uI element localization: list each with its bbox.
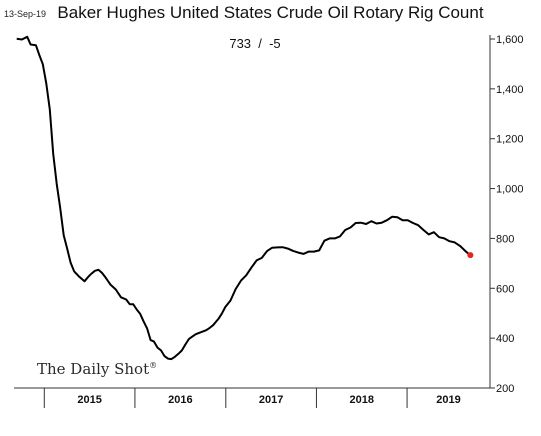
axes-group xyxy=(14,35,495,408)
y-tick-label: 1,200 xyxy=(496,134,524,146)
brand-registered-mark: ® xyxy=(149,361,158,370)
x-axis-tick-labels: 2015 2016 2017 2018 2019 xyxy=(77,394,460,406)
y-tick-label: 800 xyxy=(496,233,514,245)
last-point-marker xyxy=(467,252,474,259)
y-tick-label: 600 xyxy=(496,283,514,295)
y-tick-label: 200 xyxy=(496,383,514,395)
x-tick-label: 2016 xyxy=(168,394,192,406)
series-line xyxy=(16,35,471,361)
latest-value-label: 733 / -5 xyxy=(229,36,281,51)
y-tick-label: 1,600 xyxy=(496,34,524,46)
x-tick-label: 2019 xyxy=(436,394,460,406)
date-stamp: 13-Sep-19 xyxy=(4,9,47,19)
brand-logo: The Daily Shot® xyxy=(37,360,157,378)
y-tick-label: 1,400 xyxy=(496,84,524,96)
x-tick-label: 2015 xyxy=(77,394,101,406)
y-tick-label: 400 xyxy=(496,333,514,345)
y-tick-label: 1,000 xyxy=(496,184,524,196)
y-axis-tick-labels: 200 400 600 800 1,000 1,200 1,400 1,600 xyxy=(496,34,524,395)
chart-title: Baker Hughes United States Crude Oil Rot… xyxy=(57,3,484,22)
x-tick-label: 2017 xyxy=(259,394,283,406)
brand-name: The Daily Shot xyxy=(37,360,150,378)
x-tick-label: 2018 xyxy=(350,394,374,406)
series-layer xyxy=(16,35,474,361)
